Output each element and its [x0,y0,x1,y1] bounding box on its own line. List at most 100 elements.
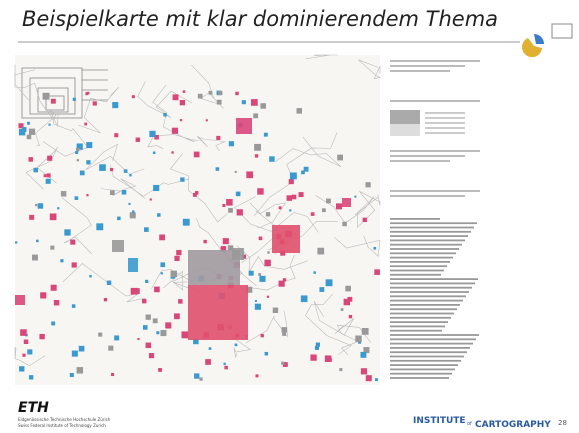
text-line [390,326,445,328]
map-symbol [29,129,35,135]
map-symbol [198,94,203,99]
map-symbol [336,203,342,209]
map-symbol [174,256,179,261]
map-symbol [60,259,63,262]
map-symbol [149,353,154,358]
eth-line: Swiss Federal Institute of Technology Zu… [18,423,106,428]
map-symbol [267,251,269,253]
map-symbol [154,287,160,293]
map-symbol [29,375,33,379]
map-symbol [163,113,167,117]
text-line [390,218,440,220]
map-symbol [216,136,220,140]
map-symbol [15,295,25,305]
map-symbol [194,152,200,158]
map-symbol [76,148,79,151]
text-line [390,338,476,340]
text-line [390,304,460,306]
map-symbol [150,198,152,200]
map-symbol [143,325,148,330]
map-symbol [283,278,286,281]
map-symbol [183,219,190,226]
map-symbol [322,208,326,212]
map-symbol [173,94,179,100]
text-line [390,195,465,197]
text-line [390,244,462,246]
map-symbol [112,102,118,108]
map-symbol [218,91,222,95]
map-symbol [137,338,139,340]
map-symbol [272,225,300,253]
map-symbol [366,375,372,381]
text-line [390,160,450,162]
map-symbol [86,160,90,164]
map-symbol [374,269,380,275]
map-symbol [251,99,258,106]
map-symbol [72,351,78,357]
map-symbol [236,118,252,134]
map-symbol [264,133,268,137]
map-symbol [136,138,140,142]
text-line [390,265,447,267]
map-symbol [326,199,331,204]
map-symbol [142,299,146,303]
map-symbol [43,93,50,100]
map-symbol [249,271,254,276]
map-symbol [222,204,225,207]
text-line [390,100,480,102]
map-symbol [149,131,155,137]
map-symbol [112,240,124,252]
map-symbol [72,304,76,308]
text-line [425,122,465,124]
institute-name: INSTITUTE [413,416,466,426]
text-line [425,127,465,129]
text-line [425,117,465,119]
text-line [390,227,474,229]
map-symbol [124,169,128,173]
text-line [390,235,468,237]
map-symbol [158,368,162,372]
map-symbol [96,223,103,230]
map-symbol [209,347,212,350]
text-line [390,222,477,224]
map-symbol [228,208,233,213]
map-symbol [273,308,278,313]
map-symbol [326,279,333,286]
map-symbol [132,210,135,213]
text-line [390,190,480,192]
map-symbol [79,346,85,352]
map-symbol [84,123,87,126]
map-symbol [289,179,294,184]
slide: Beispielkarte mit klar dominierendem The… [0,0,579,433]
text-line [390,360,461,362]
map-symbol [206,119,208,121]
map-symbol [226,199,233,206]
map-symbol [77,367,83,373]
map-symbol [264,260,270,266]
map-symbol [114,133,118,137]
map-symbol [259,276,265,282]
map-symbol [87,92,89,94]
map-symbol [51,285,57,291]
map-symbol [170,271,176,277]
map-symbol [287,195,292,200]
map-symbol [107,281,111,285]
map-symbol [172,128,178,134]
map-symbol [281,362,284,365]
text-line [390,248,459,250]
text-line [390,330,442,332]
map-symbol [27,349,32,354]
map-symbol [157,213,161,217]
map-symbol [51,99,56,104]
map-symbol [362,328,369,335]
map-symbol [22,354,25,357]
map-symbol [75,151,78,154]
map-symbol [174,313,180,319]
text-line [390,278,478,280]
map-symbol [261,334,264,337]
map-symbol [216,167,220,171]
text-line [390,261,450,263]
map-symbol [235,92,238,95]
map-symbol [144,227,149,232]
text-line [425,132,465,134]
